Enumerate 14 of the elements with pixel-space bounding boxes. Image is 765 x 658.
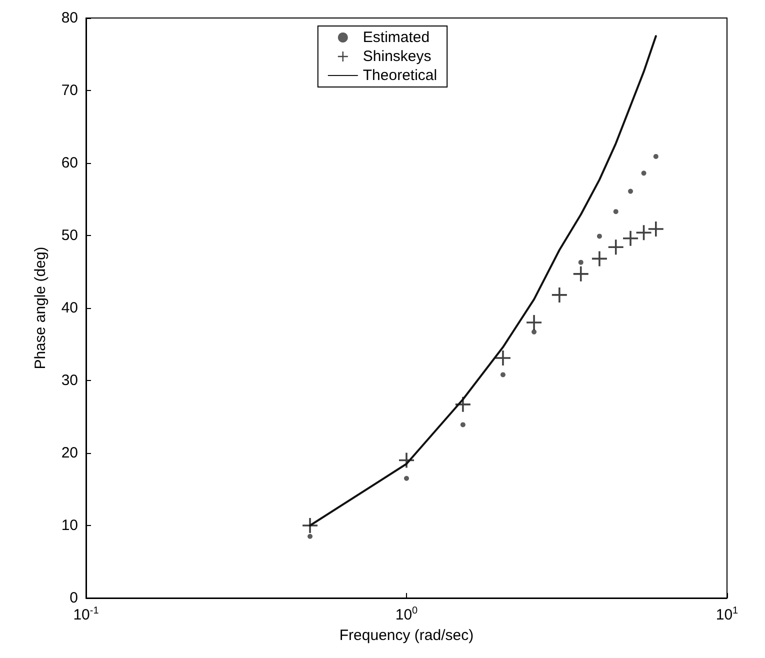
y-tick-label: 20 — [61, 444, 78, 462]
x-axis-title: Frequency (rad/sec) — [339, 627, 474, 644]
legend-label: Theoretical — [362, 67, 438, 84]
legend-label: Estimated — [362, 29, 430, 46]
legend-label: Shinskeys — [362, 48, 432, 65]
y-tick-label: 10 — [61, 517, 78, 534]
y-tick-label: 40 — [61, 300, 78, 316]
y-tick-label: 0 — [70, 590, 78, 606]
y-tick-label: 80 — [61, 10, 78, 26]
y-tick-label: 70 — [61, 82, 78, 99]
y-axis-title: Phase angle (deg) — [32, 246, 49, 370]
y-tick-label: 60 — [61, 154, 78, 172]
y-tick-label: 50 — [61, 227, 78, 244]
y-tick-label: 30 — [61, 372, 78, 389]
